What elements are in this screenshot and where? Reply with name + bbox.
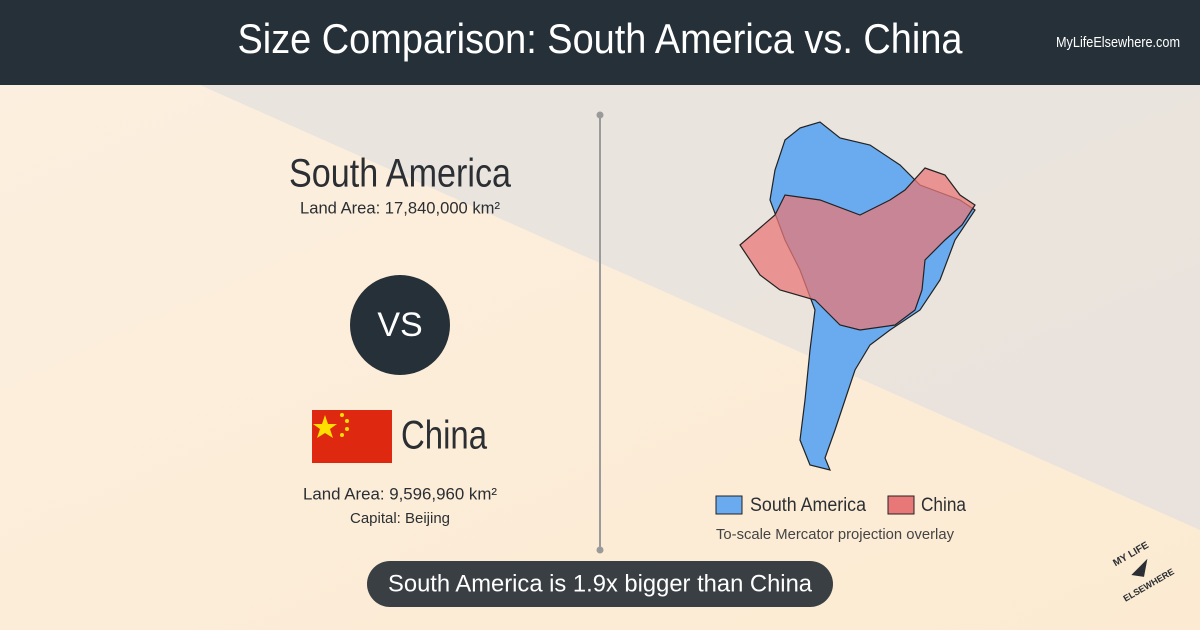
legend-swatch xyxy=(715,495,743,515)
vs-text: VS xyxy=(377,306,422,344)
china-flag xyxy=(312,410,392,463)
china-shape xyxy=(739,167,976,331)
legend-swatch xyxy=(887,495,915,515)
legend-label: China xyxy=(921,495,966,516)
second-capital: Capital: Beijing xyxy=(350,510,450,527)
vs-badge xyxy=(350,275,450,375)
site-name[interactable]: MyLifeElsewhere.com xyxy=(1056,34,1180,51)
first-name: South America xyxy=(289,152,512,196)
first-area: Land Area: 17,840,000 km² xyxy=(300,198,500,217)
second-name: China xyxy=(401,414,488,458)
second-area: Land Area: 9,596,960 km² xyxy=(303,484,497,503)
legend-label: South America xyxy=(750,495,866,516)
header-title: Size Comparison: South America vs. China xyxy=(238,15,964,62)
summary: South America is 1.9x bigger than China xyxy=(388,570,813,597)
header-bar xyxy=(0,0,1200,85)
caption: To-scale Mercator projection overlay xyxy=(716,526,954,543)
summary-pill xyxy=(367,561,833,607)
divider-end xyxy=(596,546,604,554)
divider-end xyxy=(596,111,604,119)
